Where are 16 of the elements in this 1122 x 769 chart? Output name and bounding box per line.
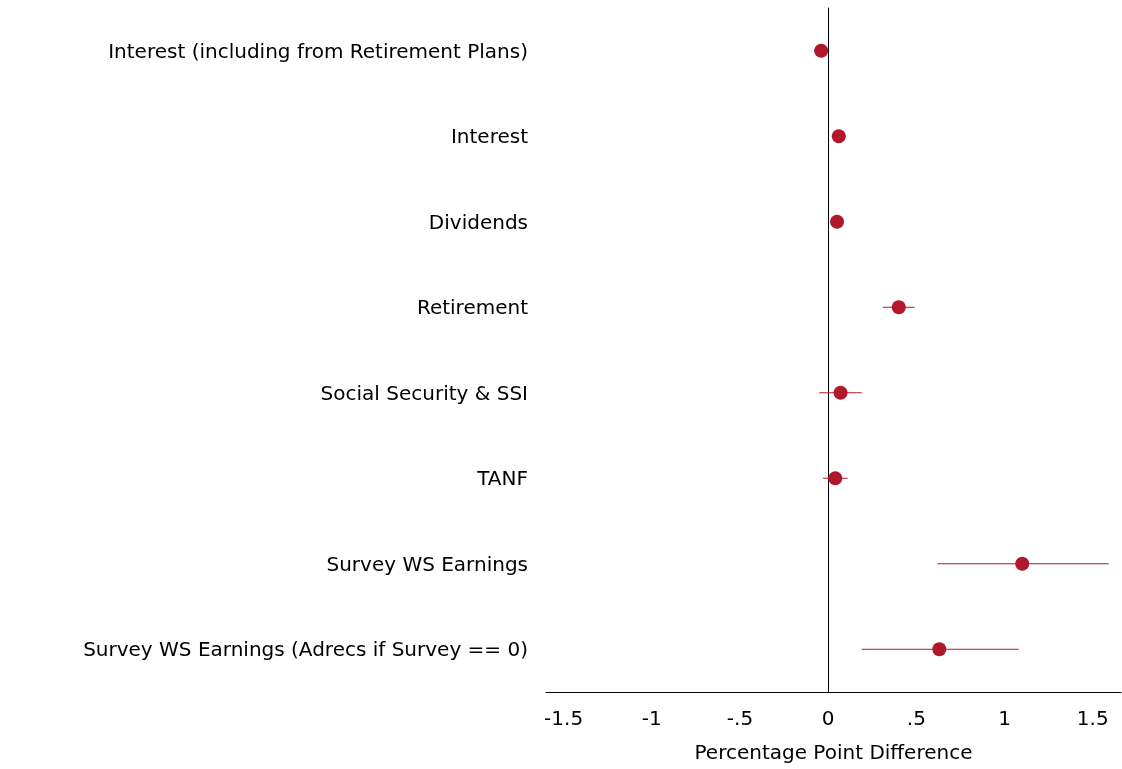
x-axis-title: Percentage Point Difference — [694, 740, 973, 764]
y-tick-label: Survey WS Earnings (Adrecs if Survey == 0) — [83, 637, 528, 662]
x-tick-label: -.5 — [726, 706, 754, 730]
y-tick-label: Interest (including from Retirement Plans) — [108, 38, 528, 63]
x-tick-label: 1.5 — [1076, 706, 1109, 730]
x-tick-label: 1 — [998, 706, 1011, 730]
y-tick-label: Interest — [450, 124, 529, 149]
y-tick-label: Retirement — [416, 295, 529, 320]
x-tick-label: 0 — [821, 706, 835, 730]
x-tick-label: .5 — [906, 706, 926, 730]
x-tick-label: -1.5 — [544, 706, 584, 730]
y-tick-label: Survey WS Earnings — [326, 551, 528, 576]
y-tick-label: Social Security & SSI — [320, 380, 528, 405]
y-tick-label: TANF — [476, 466, 528, 491]
x-tick-label: -1 — [641, 706, 662, 730]
y-tick-label: Dividends — [428, 209, 528, 234]
